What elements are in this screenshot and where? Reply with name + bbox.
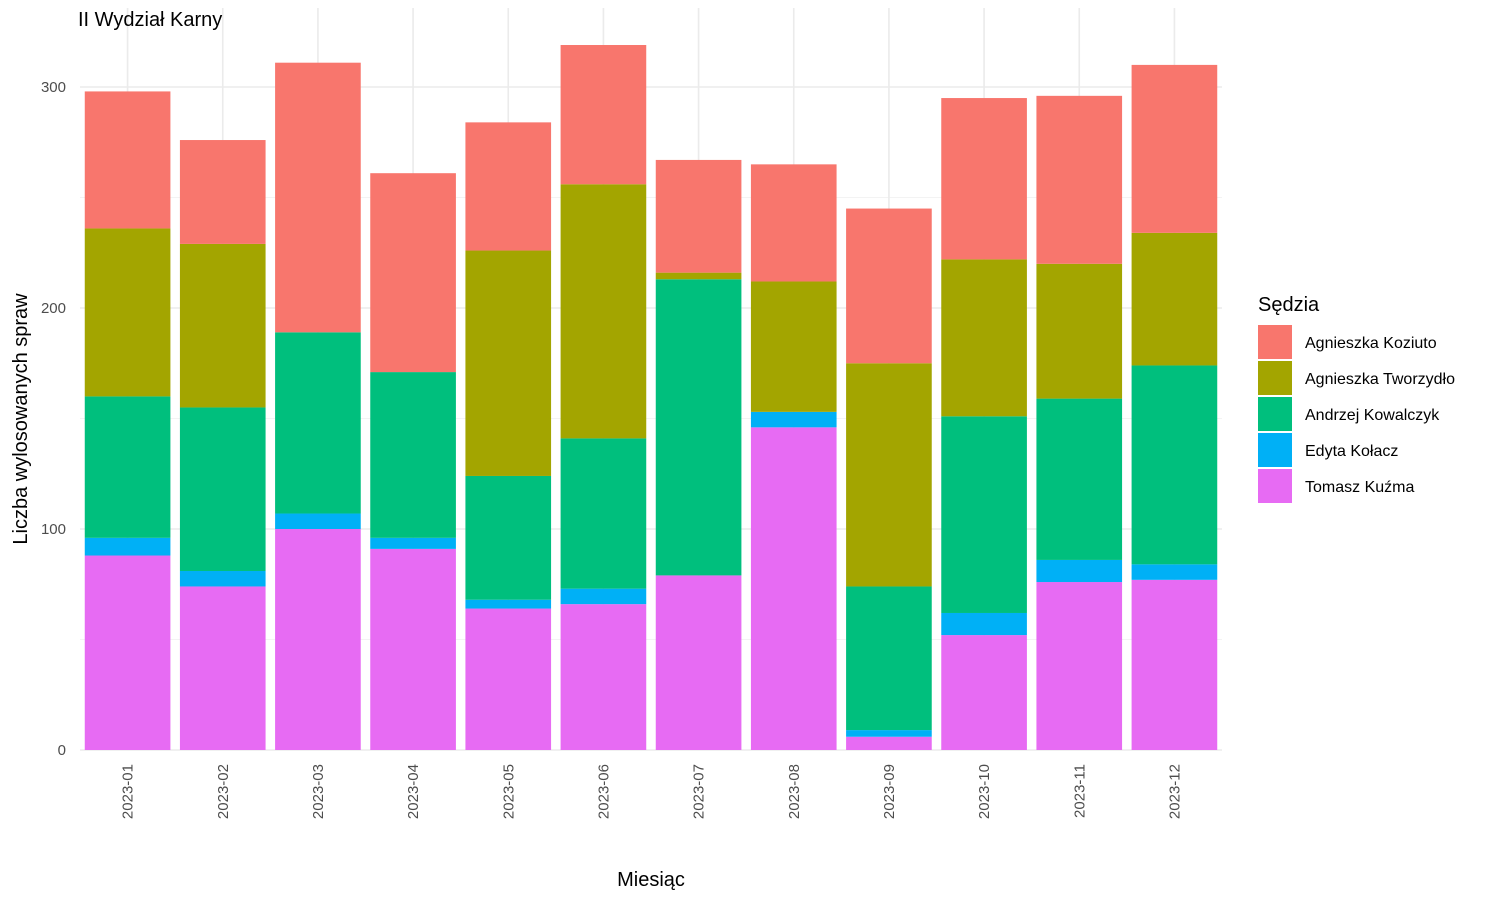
bar-segment [1036,559,1123,583]
bar-segment [655,575,742,750]
bar-segment [941,416,1027,613]
bar-segment [275,62,361,333]
x-tick-label: 2023-09 [881,764,898,819]
bar-segment [750,281,837,412]
bar-segment [370,372,456,538]
bar-segment [179,407,266,571]
bar-segment [750,411,837,428]
bar-segment [465,122,552,251]
x-tick-label: 2023-11 [1071,764,1088,818]
legend-label: Edyta Kołacz [1305,443,1398,460]
bar-segment [1036,263,1123,399]
bar-segment [846,730,932,737]
bar-segment [941,98,1027,260]
y-tick-label: 300 [41,79,66,96]
bar-segment [846,736,932,750]
x-axis-title: Miesiąc [617,869,685,891]
bar-segment [465,608,552,750]
legend-swatch [1258,361,1292,395]
bar-segment [655,272,742,280]
bar-segment [370,537,456,549]
bar-segment [1036,95,1123,264]
bar-segment [560,588,647,605]
bar-segment [1131,564,1218,580]
bar-segment [179,586,266,750]
bar-segment [655,279,742,576]
legend-swatch [1258,397,1292,431]
bar-segment [275,513,361,529]
axis-ticks: 0 100 200 300 2023-01 2023-02 2023-03 2023-04 20… [41,79,1183,819]
legend-swatch [1258,325,1292,359]
bar-segment [179,140,266,244]
bar-segment [846,586,932,731]
bar-segment [465,250,552,476]
bars [84,45,1218,750]
bar-segment [179,243,266,408]
x-tick-label: 2023-02 [215,764,232,819]
bar-segment [1131,579,1218,750]
legend-swatch [1258,433,1292,467]
legend-label: Agnieszka Tworzydło [1305,371,1455,388]
bar-segment [1131,64,1218,233]
bar-segment [84,396,171,538]
bar-segment [655,159,742,273]
x-tick-label: 2023-12 [1166,764,1183,819]
x-tick-label: 2023-03 [310,764,327,819]
bar-segment [846,208,932,364]
x-tick-label: 2023-05 [500,764,517,819]
y-tick-label: 0 [58,742,66,759]
bar-segment [941,259,1027,417]
chart-title: II Wydział Karny [78,9,222,31]
bar-segment [941,612,1027,636]
y-tick-label: 100 [41,521,66,538]
bar-segment [370,173,456,373]
bar-segment [275,332,361,514]
legend: Sędzia Agnieszka Koziuto Agnieszka Tworzy… [1258,294,1455,503]
bar-segment [179,570,266,587]
bar-segment [465,599,552,609]
legend-label: Tomasz Kuźma [1305,479,1414,496]
bar-segment [84,555,171,750]
bar-segment [750,427,837,750]
bar-segment [560,604,647,750]
bar-segment [1131,232,1218,366]
bar-segment [465,475,552,600]
bar-segment [560,438,647,589]
bar-segment [560,45,647,185]
legend-title: Sędzia [1258,294,1320,316]
x-tick-label: 2023-06 [595,764,612,819]
bar-segment [1131,365,1218,565]
bar-segment [941,635,1027,750]
y-tick-label: 200 [41,300,66,317]
x-tick-label: 2023-07 [691,764,708,819]
bar-segment [1036,398,1123,560]
legend-label: Agnieszka Koziuto [1305,335,1437,352]
y-axis-title: Liczba wylosowanych spraw [10,293,32,545]
bar-segment [750,164,837,282]
legend-swatch [1258,469,1292,503]
x-tick-label: 2023-10 [976,764,993,819]
bar-segment [846,363,932,587]
bar-segment [84,228,171,397]
legend-label: Andrzej Kowalczyk [1305,407,1440,424]
bar-segment [560,184,647,439]
x-tick-label: 2023-01 [120,764,137,819]
bar-segment [275,529,361,750]
bar-segment [84,91,171,229]
bar-segment [1036,582,1123,750]
bar-segment [84,537,171,556]
x-tick-label: 2023-04 [405,764,422,819]
x-tick-label: 2023-08 [786,764,803,819]
bar-segment [370,548,456,750]
